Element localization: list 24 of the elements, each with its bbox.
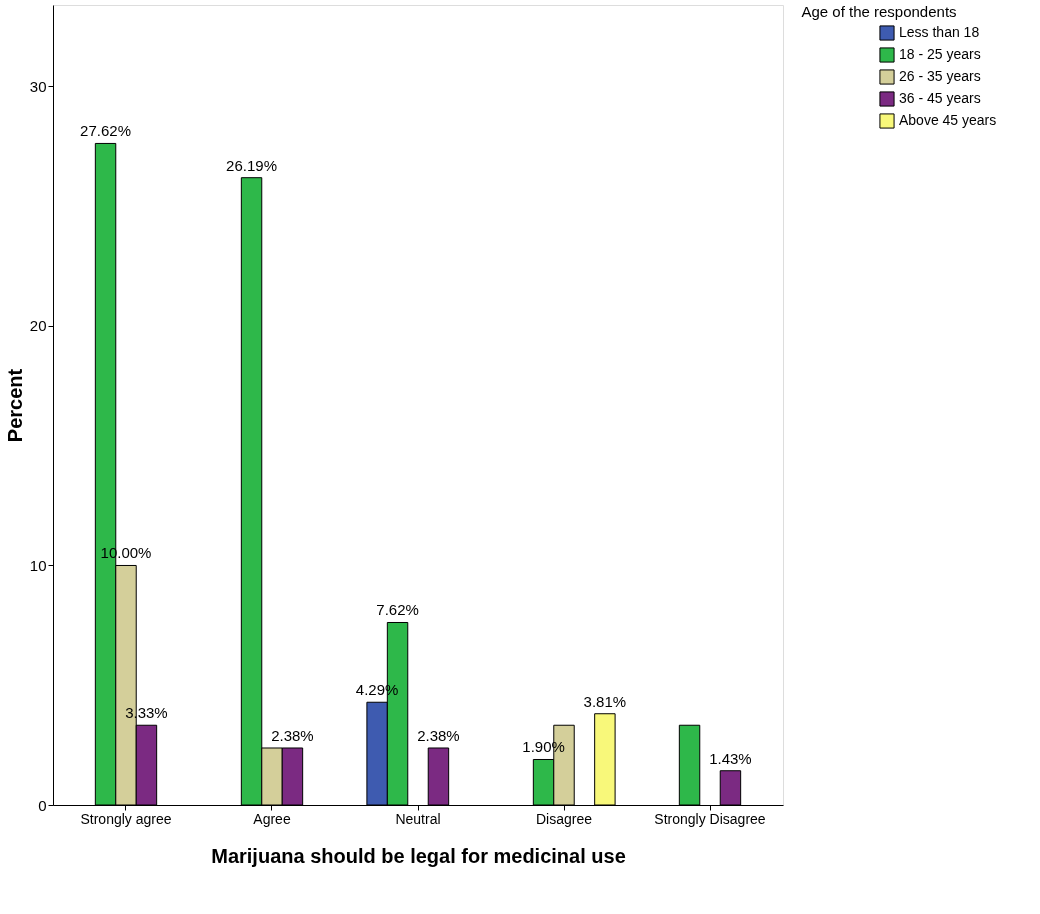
data-label: 2.38% [271, 726, 314, 744]
data-label: 27.62% [80, 122, 131, 140]
data-label: 3.81% [583, 692, 627, 710]
legend-label: Less than 18 [899, 24, 980, 40]
y-tick-label: 20 [29, 317, 47, 335]
y-tick-label: 0 [38, 796, 47, 814]
x-tick-label: Strongly Disagree [654, 810, 766, 827]
data-label: 1.43% [709, 749, 752, 767]
x-tick-label: Neutral [395, 810, 441, 827]
data-label: 2.38% [417, 726, 460, 744]
x-axis-title: Marijuana should be legal for medicinal use [211, 844, 626, 867]
y-tick-label: 10 [29, 556, 47, 574]
x-tick-label: Strongly agree [80, 810, 172, 827]
x-tick-label: Disagree [535, 810, 593, 827]
legend-label: 36 - 45 years [899, 90, 981, 106]
legend-label: Above 45 years [899, 112, 997, 128]
legend-title: Age of the respondents [801, 3, 957, 20]
legend-label: 26 - 35 years [899, 68, 981, 84]
y-axis-title: Percent [3, 368, 26, 443]
x-tick-label: Agree [253, 810, 291, 827]
y-tick-label: 30 [29, 77, 47, 95]
data-label: 26.19% [226, 156, 277, 174]
legend-label: 18 - 25 years [899, 46, 981, 62]
data-label: 7.62% [376, 601, 419, 619]
